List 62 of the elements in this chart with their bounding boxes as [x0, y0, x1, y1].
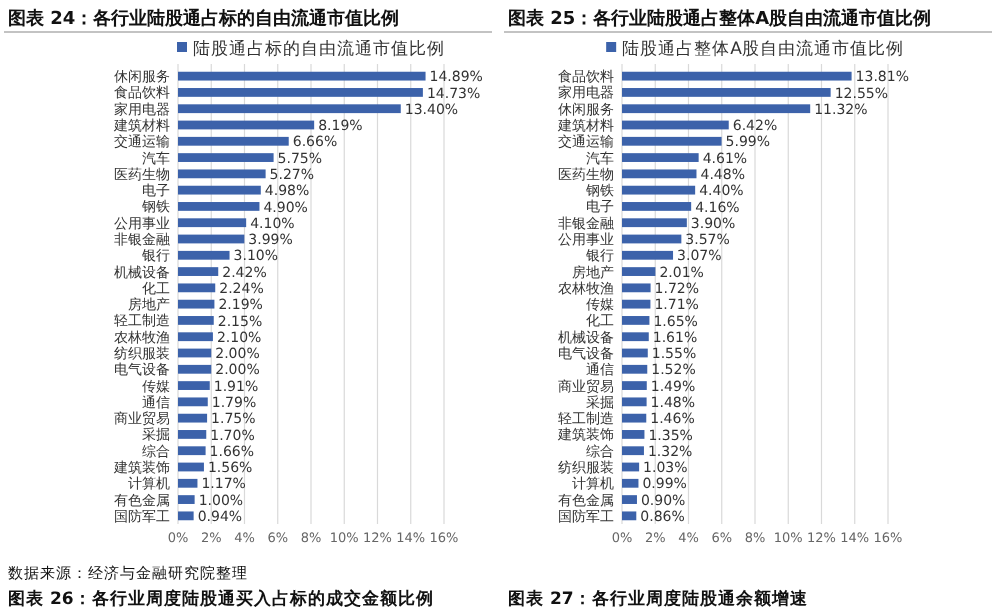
text: 图表 27：各行业周度陆股通余额增速 — [508, 588, 810, 610]
bar — [622, 316, 650, 325]
bar — [622, 364, 648, 374]
bar — [622, 234, 682, 244]
bar — [178, 397, 208, 407]
bar — [178, 202, 260, 211]
bar — [622, 381, 647, 390]
bar — [178, 478, 198, 488]
bar — [178, 430, 207, 439]
bar — [178, 71, 426, 81]
bar — [622, 267, 656, 276]
legend-label: 陆股通占标的自由流通市值比例 — [193, 38, 445, 60]
bar — [178, 446, 206, 456]
bar — [622, 495, 637, 504]
bar — [622, 397, 647, 407]
bar — [622, 104, 811, 114]
bar — [622, 202, 692, 211]
bar — [622, 430, 645, 439]
bar — [178, 218, 247, 228]
bar — [178, 267, 219, 276]
bar — [178, 332, 213, 342]
bar — [178, 511, 194, 521]
bar — [178, 120, 315, 130]
chart-title: 图表 25：各行业陆股通占整体A股自由流通市值比例 — [508, 8, 932, 30]
bar — [622, 250, 674, 260]
bar — [622, 153, 699, 162]
bar — [178, 413, 208, 423]
bar — [178, 185, 261, 195]
bar — [622, 120, 729, 130]
bar — [622, 478, 639, 488]
text: 图表 26：各行业周度陆股通买入占标的成交金额比例 — [8, 588, 434, 610]
bar — [622, 88, 831, 97]
bar — [622, 348, 648, 358]
bar — [178, 299, 215, 309]
bar — [178, 234, 245, 244]
chart-title: 图表 24：各行业陆股通占标的自由流通市值比例 — [8, 8, 400, 30]
bar — [622, 136, 722, 146]
bar — [178, 169, 266, 179]
legend-label: 陆股通占整体A股自由流通市值比例 — [622, 38, 904, 60]
bar — [622, 169, 697, 179]
bar — [178, 88, 423, 97]
bar — [622, 218, 687, 228]
bar — [622, 332, 649, 342]
bar — [178, 136, 289, 146]
bar — [622, 185, 696, 195]
bar — [622, 462, 640, 472]
bar — [178, 283, 216, 293]
bar — [178, 153, 274, 162]
bar — [622, 71, 852, 81]
bar — [178, 316, 214, 325]
bar — [178, 364, 212, 374]
bar — [178, 381, 210, 390]
bar — [622, 446, 644, 456]
bar — [622, 413, 647, 423]
bar — [622, 299, 651, 309]
bar — [622, 511, 637, 521]
bar — [622, 283, 651, 293]
bar — [178, 495, 195, 504]
bar — [178, 104, 401, 114]
bar — [178, 462, 204, 472]
bar — [178, 348, 212, 358]
bar — [178, 250, 230, 260]
